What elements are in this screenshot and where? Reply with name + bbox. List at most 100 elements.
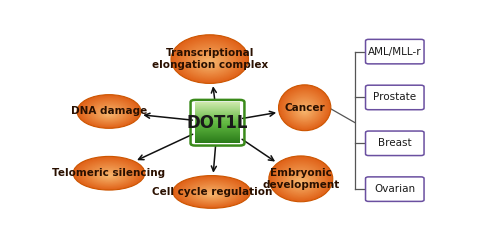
Ellipse shape: [92, 104, 126, 122]
Ellipse shape: [297, 179, 304, 185]
Bar: [195, 131, 240, 132]
Ellipse shape: [108, 113, 110, 115]
Ellipse shape: [272, 158, 330, 200]
Ellipse shape: [95, 106, 123, 121]
Bar: [195, 128, 240, 129]
Text: AML/MLL-r: AML/MLL-r: [368, 47, 422, 57]
Bar: [195, 122, 240, 124]
Ellipse shape: [198, 188, 226, 200]
Ellipse shape: [208, 62, 212, 64]
Ellipse shape: [201, 189, 222, 199]
Ellipse shape: [290, 173, 312, 190]
Ellipse shape: [200, 56, 219, 68]
Ellipse shape: [296, 178, 306, 186]
Bar: [195, 104, 240, 105]
Ellipse shape: [287, 93, 322, 124]
Ellipse shape: [174, 37, 246, 82]
Ellipse shape: [296, 103, 313, 118]
Ellipse shape: [80, 160, 138, 187]
Ellipse shape: [187, 182, 236, 203]
Ellipse shape: [188, 183, 235, 203]
Ellipse shape: [280, 86, 330, 130]
Bar: [195, 130, 240, 131]
Bar: [195, 107, 240, 108]
Bar: [195, 106, 240, 107]
Text: DNA damage: DNA damage: [71, 106, 147, 116]
Ellipse shape: [202, 57, 218, 67]
Ellipse shape: [302, 108, 308, 114]
Bar: [195, 132, 240, 133]
Ellipse shape: [79, 159, 139, 188]
Ellipse shape: [194, 186, 228, 201]
Ellipse shape: [90, 103, 128, 123]
Ellipse shape: [199, 55, 220, 69]
Ellipse shape: [182, 43, 238, 78]
Bar: [195, 110, 240, 111]
Bar: [195, 136, 240, 137]
Ellipse shape: [284, 169, 318, 192]
Bar: [195, 114, 240, 115]
Ellipse shape: [77, 95, 141, 128]
Ellipse shape: [200, 189, 224, 199]
Ellipse shape: [83, 162, 135, 186]
Ellipse shape: [100, 171, 117, 179]
Ellipse shape: [294, 177, 307, 186]
Ellipse shape: [171, 35, 248, 83]
Ellipse shape: [286, 92, 324, 125]
Ellipse shape: [96, 106, 122, 120]
Ellipse shape: [300, 106, 310, 115]
Text: Embryonic
development: Embryonic development: [262, 168, 340, 190]
Ellipse shape: [94, 168, 124, 182]
Bar: [195, 135, 240, 136]
Ellipse shape: [293, 100, 316, 120]
Bar: [195, 120, 240, 121]
Ellipse shape: [288, 94, 322, 124]
FancyBboxPatch shape: [366, 177, 424, 201]
Ellipse shape: [88, 102, 130, 123]
Bar: [195, 105, 240, 106]
Ellipse shape: [102, 110, 116, 117]
Ellipse shape: [300, 107, 309, 114]
Ellipse shape: [92, 166, 126, 183]
Ellipse shape: [172, 36, 247, 83]
Ellipse shape: [102, 110, 116, 118]
Ellipse shape: [90, 166, 128, 183]
Ellipse shape: [99, 108, 119, 119]
Ellipse shape: [176, 38, 244, 81]
Bar: [195, 139, 240, 140]
Ellipse shape: [286, 171, 315, 191]
Ellipse shape: [104, 174, 114, 178]
Ellipse shape: [198, 54, 222, 69]
Ellipse shape: [99, 170, 119, 180]
Bar: [195, 137, 240, 138]
Ellipse shape: [180, 42, 239, 78]
Ellipse shape: [294, 101, 315, 119]
Ellipse shape: [286, 170, 316, 192]
Ellipse shape: [74, 157, 144, 190]
Ellipse shape: [210, 194, 213, 195]
Bar: [195, 113, 240, 114]
Ellipse shape: [108, 175, 110, 176]
Ellipse shape: [298, 105, 311, 116]
Ellipse shape: [78, 95, 140, 128]
Ellipse shape: [106, 174, 112, 177]
Ellipse shape: [82, 161, 136, 187]
Ellipse shape: [190, 48, 230, 74]
Ellipse shape: [186, 182, 238, 204]
Bar: [195, 138, 240, 139]
Bar: [195, 133, 240, 134]
Bar: [195, 127, 240, 128]
Text: Cancer: Cancer: [284, 103, 325, 113]
Ellipse shape: [102, 172, 116, 179]
Ellipse shape: [176, 177, 248, 207]
Ellipse shape: [193, 185, 230, 201]
Bar: [195, 140, 240, 141]
Ellipse shape: [94, 105, 124, 121]
Ellipse shape: [196, 187, 227, 200]
Ellipse shape: [280, 87, 329, 129]
Ellipse shape: [283, 168, 318, 193]
Bar: [195, 123, 240, 125]
Ellipse shape: [292, 99, 317, 121]
Bar: [195, 118, 240, 120]
Ellipse shape: [76, 158, 142, 189]
